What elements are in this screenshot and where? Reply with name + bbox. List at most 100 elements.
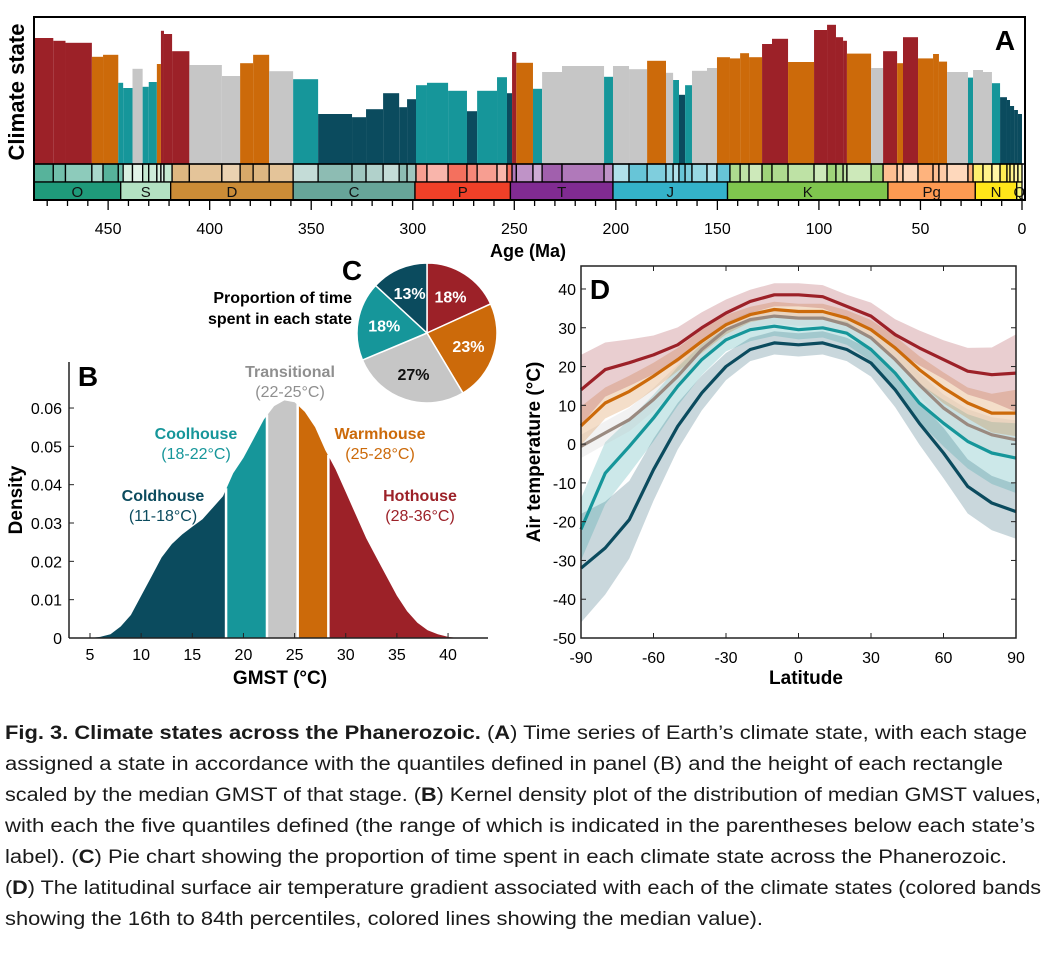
stage-box	[628, 163, 648, 183]
state-range-coldhouse: (11-18°C)	[129, 508, 197, 525]
y-tick-label: 0.01	[31, 593, 62, 610]
climate-state-bar	[142, 86, 149, 164]
climate-state-bar	[612, 66, 630, 164]
climate-state-bar	[318, 114, 353, 164]
median-line-hothouse	[579, 293, 1017, 392]
climate-state-bar	[707, 68, 717, 164]
climate-state-bar	[103, 54, 119, 164]
panel-label-d: D	[590, 274, 610, 305]
stage-box	[496, 163, 508, 183]
caption-line: (D) The latitudinal surface air temperat…	[5, 873, 1044, 904]
pie-slice-transitional	[361, 332, 464, 404]
pie-slice-warmhouse	[425, 302, 498, 395]
stage-box	[239, 163, 254, 183]
stage-box	[1017, 163, 1023, 183]
climate-state-bar	[1010, 106, 1015, 164]
stage-box	[365, 163, 384, 183]
stage-box	[102, 163, 119, 183]
panel-label-b: B	[78, 361, 98, 392]
climate-state-bar	[562, 66, 605, 164]
caption-text: label). (	[5, 847, 79, 868]
x-tick-label: 100	[806, 221, 833, 238]
climate-state-bar	[172, 51, 190, 165]
x-tick-label: 150	[704, 221, 731, 238]
climate-state-bar	[871, 68, 884, 164]
stage-box	[171, 163, 191, 183]
x-tick-label: 35	[388, 647, 406, 664]
climate-state-bar	[383, 93, 400, 164]
climate-state-bar	[448, 90, 467, 164]
stage-box	[706, 163, 718, 183]
climate-state-bar	[293, 79, 319, 164]
stage-box	[163, 163, 173, 183]
climate-state-bar	[716, 57, 730, 165]
state-label-coldhouse: Coldhouse	[122, 488, 205, 505]
stage-box	[268, 163, 294, 183]
climate-state-bar	[918, 58, 934, 164]
stage-box	[506, 163, 513, 183]
caption-bold-text: C	[78, 847, 95, 868]
x-tick-label: 15	[183, 647, 201, 664]
caption-bold-text: Fig. 3. Climate states across the Phaner…	[5, 723, 481, 744]
period-label: K	[803, 184, 813, 201]
stage-box	[716, 163, 731, 183]
state-label-transitional: Transitional	[245, 364, 335, 381]
state-label-coolhouse: Coolhouse	[155, 426, 238, 443]
x-axis-title: Latitude	[769, 668, 843, 689]
x-axis-title: Age (Ma)	[490, 241, 566, 261]
stage-box	[761, 163, 773, 183]
stage-box	[131, 163, 144, 183]
density-segment-coldhouse	[90, 489, 227, 638]
period-label: Pg	[922, 184, 940, 201]
stage-box	[748, 163, 763, 183]
climate-state-bar	[1006, 100, 1011, 164]
stage-box	[252, 163, 270, 183]
pie-title-line: Proportion of time	[213, 290, 352, 307]
x-tick-label: 250	[501, 221, 528, 238]
climate-state-bar	[415, 85, 427, 164]
y-tick-label: -10	[553, 476, 576, 493]
climate-state-bar	[604, 76, 613, 164]
y-axis-title: Density	[6, 465, 27, 534]
pie-slice-label: 13%	[394, 286, 426, 303]
caption-text: showing the 16th to 84th percentiles, co…	[5, 909, 763, 930]
climate-state-bar	[902, 37, 919, 165]
caption-line: Fig. 3. Climate states across the Phaner…	[5, 718, 1044, 749]
stage-box	[52, 163, 67, 183]
caption-line: assigned a state in accordance with the …	[5, 749, 1044, 780]
stage-box	[141, 163, 150, 183]
x-tick-label: 90	[1007, 650, 1025, 667]
density-segment-coolhouse	[226, 415, 267, 638]
climate-state-bar	[399, 107, 408, 164]
density-segment-transitional	[267, 400, 298, 638]
period-label: S	[141, 184, 151, 201]
climate-state-bar	[1000, 97, 1007, 164]
climate-state-bar	[749, 57, 763, 165]
stage-box	[398, 163, 408, 183]
climate-state-bar	[221, 76, 241, 164]
climate-state-bar	[407, 99, 416, 164]
y-tick-label: 0.02	[31, 554, 62, 571]
y-tick-label: 30	[558, 321, 576, 338]
stage-box	[999, 163, 1008, 183]
stage-box	[991, 163, 1001, 183]
stage-box	[466, 163, 478, 183]
climate-state-bar	[947, 72, 968, 164]
climate-state-bar	[647, 60, 666, 164]
caption-line: with each the five quantiles defined (th…	[5, 811, 1044, 842]
x-tick-label: 0	[1018, 221, 1027, 238]
period-label: C	[349, 184, 360, 201]
stage-box	[982, 163, 993, 183]
stage-box	[691, 163, 708, 183]
climate-state-bar	[497, 77, 507, 164]
state-label-hothouse: Hothouse	[383, 488, 457, 505]
pie-slice-coolhouse	[356, 284, 429, 362]
climate-state-bar	[814, 30, 828, 164]
climate-state-bar	[118, 82, 124, 164]
caption-text: (	[480, 723, 495, 744]
climate-state-bar	[883, 51, 898, 165]
climate-state-bar	[678, 94, 686, 164]
stage-box	[447, 163, 468, 183]
stage-box	[415, 163, 428, 183]
